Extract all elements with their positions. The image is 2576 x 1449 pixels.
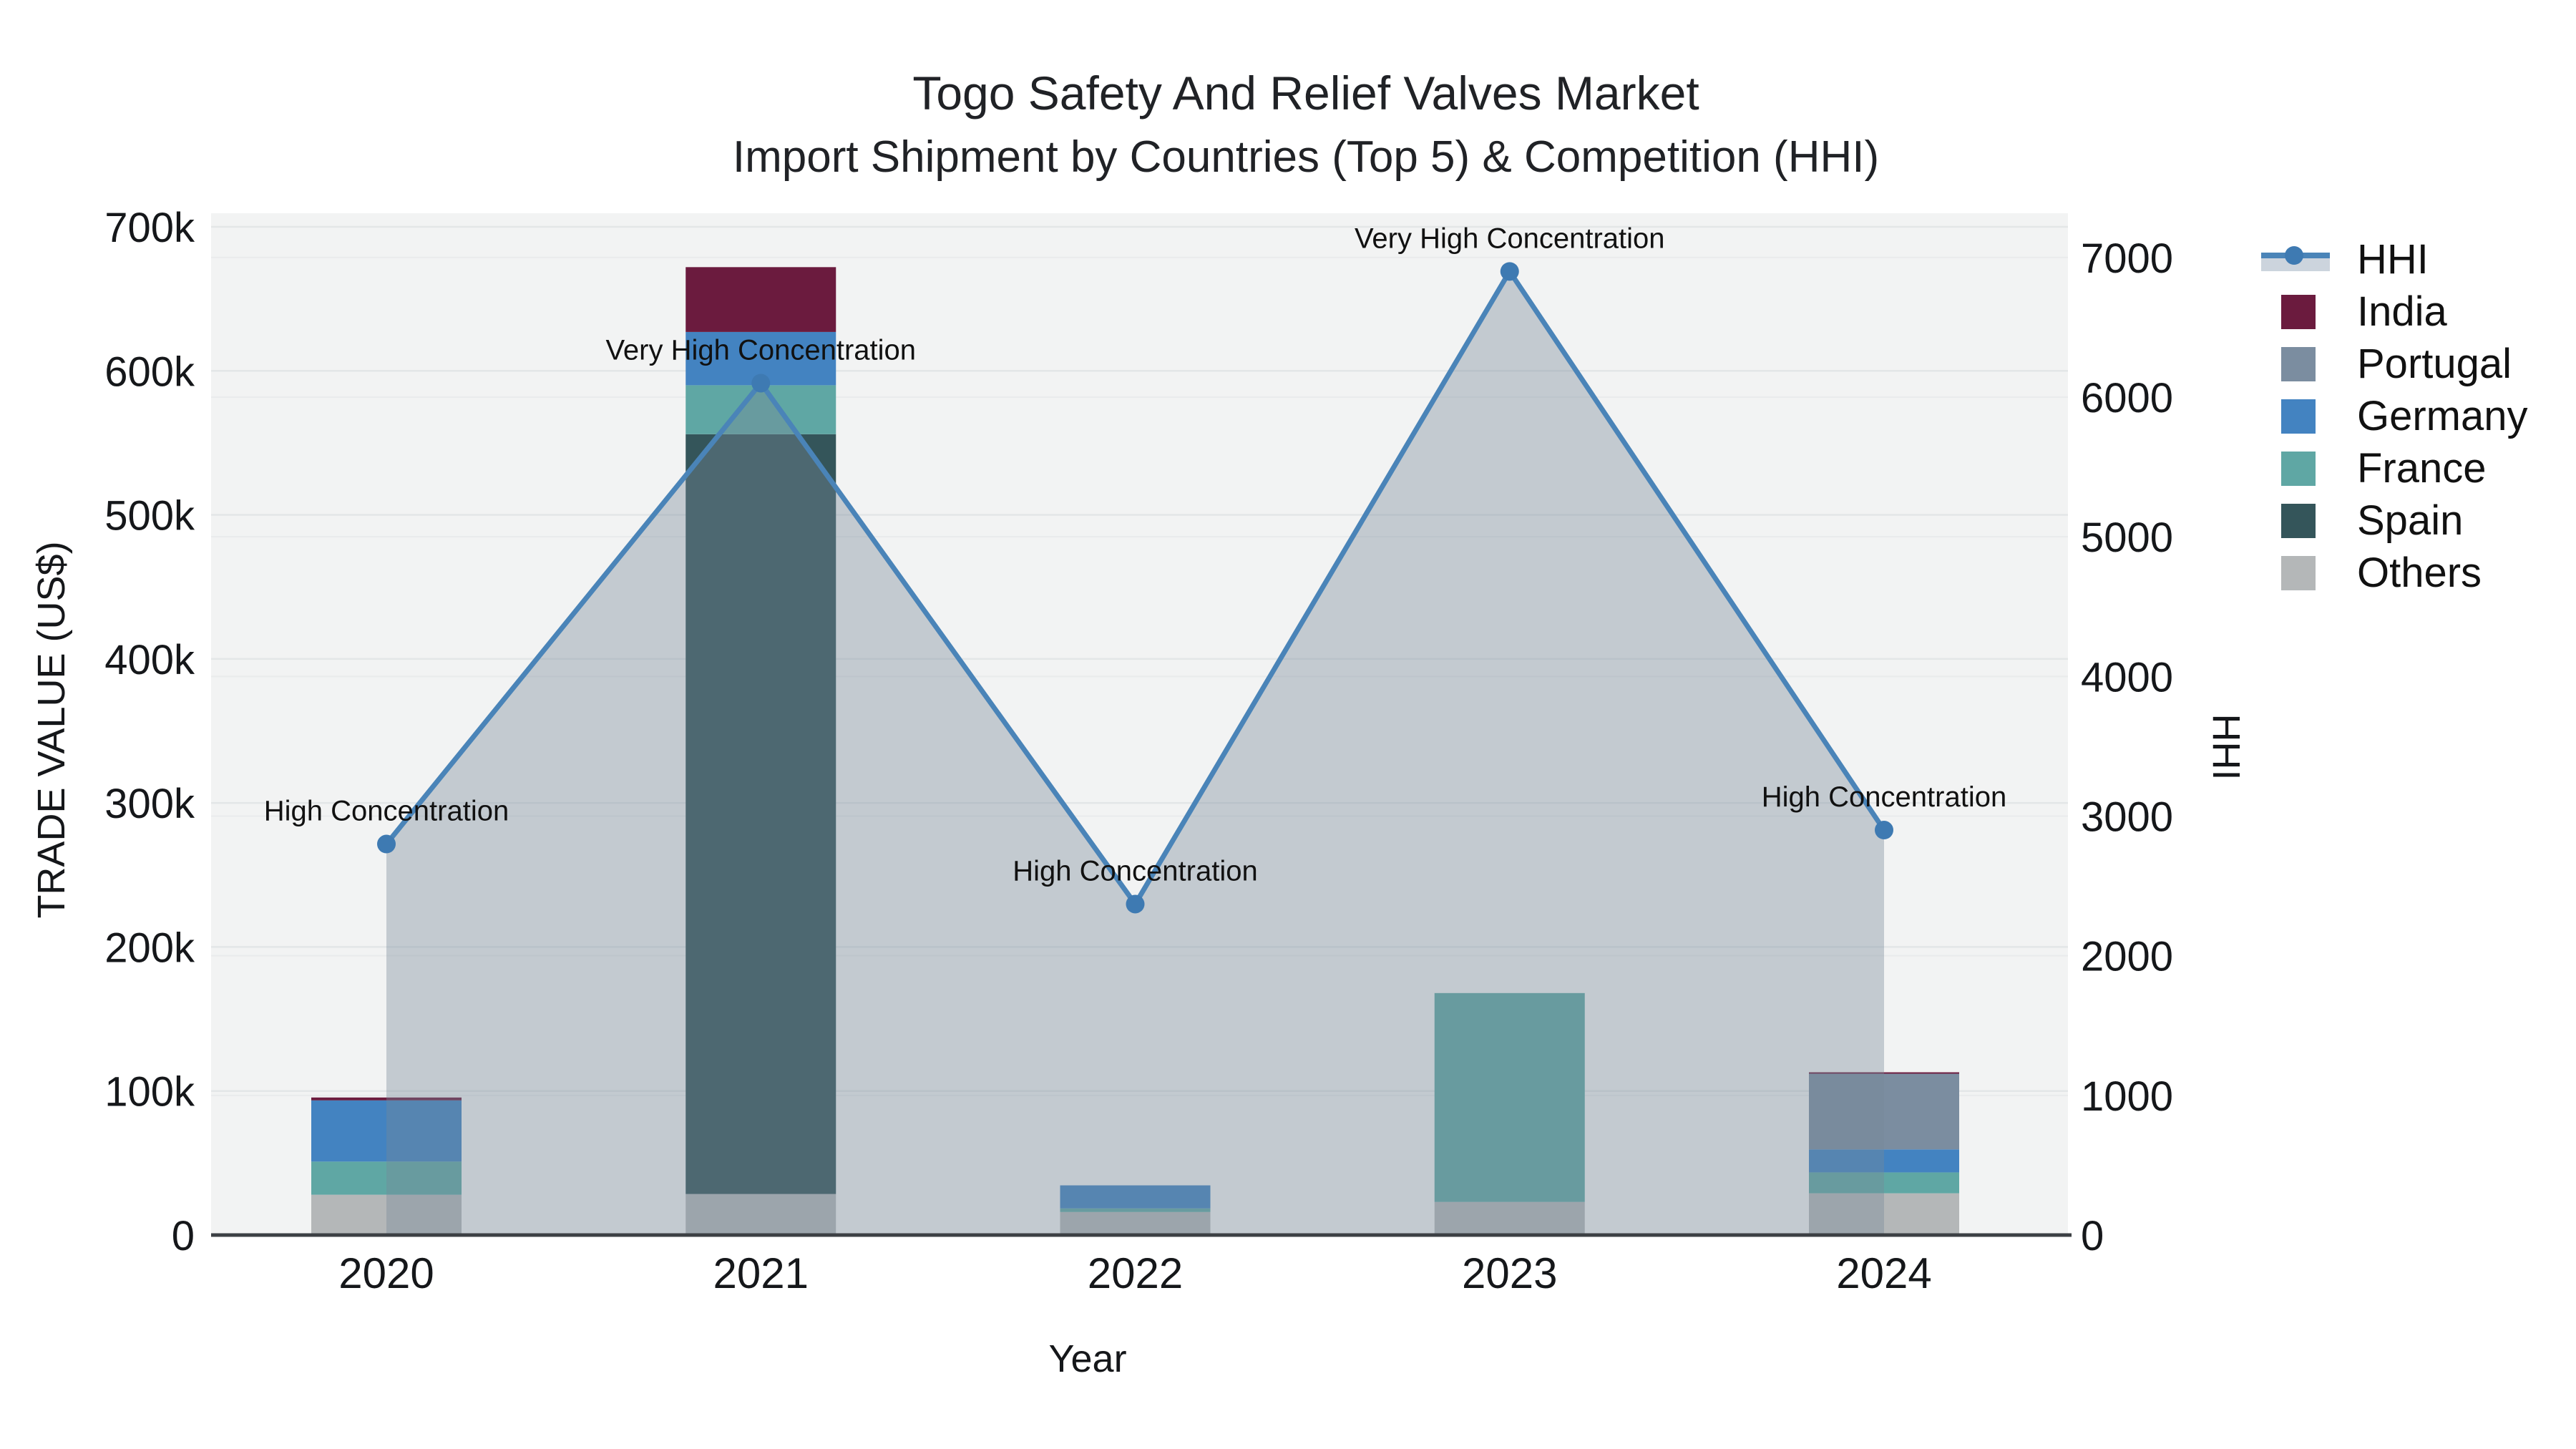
tick-left-100k: 100k	[104, 1069, 195, 1116]
bar-2020-france[interactable]	[311, 1161, 462, 1195]
tick-right-0: 0	[2081, 1213, 2104, 1259]
bar-2021-spain[interactable]	[686, 434, 836, 1194]
tick-right-6000: 6000	[2081, 375, 2173, 421]
bar-2020-germany[interactable]	[311, 1100, 462, 1162]
tick-left-600k: 600k	[104, 348, 195, 395]
annotation-2021: Very High Concentration	[605, 334, 916, 366]
legend-swatch-portugal-icon	[2261, 346, 2336, 381]
tick-left-500k: 500k	[104, 493, 195, 540]
x-tick-2023: 2023	[1462, 1249, 1557, 1297]
annotation-2022: High Concentration	[1013, 855, 1257, 887]
legend-label-portugal: Portugal	[2357, 341, 2512, 387]
plot-background	[211, 213, 2068, 1235]
bar-2024-portugal[interactable]	[1809, 1073, 1959, 1150]
hhi-marker-2024[interactable]	[1875, 821, 1893, 840]
hhi-line-icon	[2261, 243, 2336, 277]
legend-label-spain: Spain	[2357, 497, 2464, 544]
y-axis-title-right: HHI	[2205, 713, 2248, 781]
bar-2021-france[interactable]	[686, 385, 836, 434]
tick-left-200k: 200k	[104, 924, 195, 971]
x-tick-2020: 2020	[338, 1249, 434, 1297]
bar-2024-others[interactable]	[1809, 1193, 1959, 1235]
x-tick-2024: 2024	[1836, 1249, 1931, 1297]
bar-2020-others[interactable]	[311, 1194, 462, 1235]
chart-title: Togo Safety And Relief Valves Market	[912, 67, 1699, 119]
annotation-2024: High Concentration	[1762, 781, 2006, 813]
legend-item-portugal[interactable]: Portugal	[2261, 338, 2528, 390]
legend-label-hhi: HHI	[2357, 236, 2429, 283]
legend-swatch-spain-icon	[2261, 503, 2336, 538]
legend-label-india: India	[2357, 288, 2447, 335]
x-axis-title: Year	[1048, 1337, 1127, 1380]
tick-left-0: 0	[172, 1213, 195, 1259]
tick-left-700k: 700k	[104, 205, 195, 251]
tick-right-7000: 7000	[2081, 235, 2173, 282]
bar-2021-others[interactable]	[686, 1194, 836, 1235]
hhi-area-fill	[386, 271, 1884, 1235]
bar-2023-france[interactable]	[1434, 992, 1585, 1202]
legend-swatch-others-icon	[2261, 555, 2336, 590]
legend: HHI India Portugal Germany France Spain Others	[2261, 233, 2528, 599]
tick-right-1000: 1000	[2081, 1073, 2173, 1120]
legend-label-germany: Germany	[2357, 393, 2528, 439]
bar-2024-germany[interactable]	[1809, 1149, 1959, 1173]
bar-2020-india[interactable]	[311, 1097, 462, 1101]
legend-label-others: Others	[2357, 550, 2482, 596]
hhi-marker-2023[interactable]	[1500, 262, 1519, 281]
bar-2021-india[interactable]	[686, 267, 836, 332]
legend-swatch-germany-icon	[2261, 399, 2336, 434]
bar-2022-france[interactable]	[1060, 1208, 1211, 1212]
bar-2022-others[interactable]	[1060, 1211, 1211, 1235]
legend-swatch-india-icon	[2261, 294, 2336, 329]
hhi-marker-2021[interactable]	[751, 374, 771, 393]
chart-subtitle: Import Shipment by Countries (Top 5) & C…	[732, 132, 1880, 182]
tick-left-300k: 300k	[104, 781, 195, 827]
legend-item-france[interactable]: France	[2261, 442, 2528, 494]
annotation-2020: High Concentration	[264, 796, 509, 827]
legend-item-others[interactable]: Others	[2261, 547, 2528, 599]
bar-2022-germany[interactable]	[1060, 1185, 1211, 1209]
tick-right-3000: 3000	[2081, 794, 2173, 840]
legend-item-india[interactable]: India	[2261, 286, 2528, 338]
tick-right-4000: 4000	[2081, 654, 2173, 701]
y-axis-title-left: TRADE VALUE (US$)	[30, 541, 73, 919]
legend-label-france: France	[2357, 445, 2487, 492]
annotation-2023: Very High Concentration	[1355, 223, 1665, 254]
hhi-marker-2020[interactable]	[377, 834, 396, 854]
bar-2023-others[interactable]	[1434, 1201, 1585, 1235]
bar-2024-india[interactable]	[1809, 1072, 1959, 1074]
bar-2024-france[interactable]	[1809, 1172, 1959, 1194]
legend-item-spain[interactable]: Spain	[2261, 494, 2528, 547]
legend-swatch-france-icon	[2261, 451, 2336, 486]
x-tick-2021: 2021	[713, 1249, 809, 1297]
hhi-marker-2022[interactable]	[1126, 894, 1145, 914]
tick-left-400k: 400k	[104, 637, 195, 683]
legend-item-hhi[interactable]: HHI	[2261, 233, 2528, 286]
tick-right-5000: 5000	[2081, 514, 2173, 561]
tick-right-2000: 2000	[2081, 934, 2173, 980]
legend-item-germany[interactable]: Germany	[2261, 390, 2528, 442]
x-tick-2022: 2022	[1088, 1249, 1183, 1297]
